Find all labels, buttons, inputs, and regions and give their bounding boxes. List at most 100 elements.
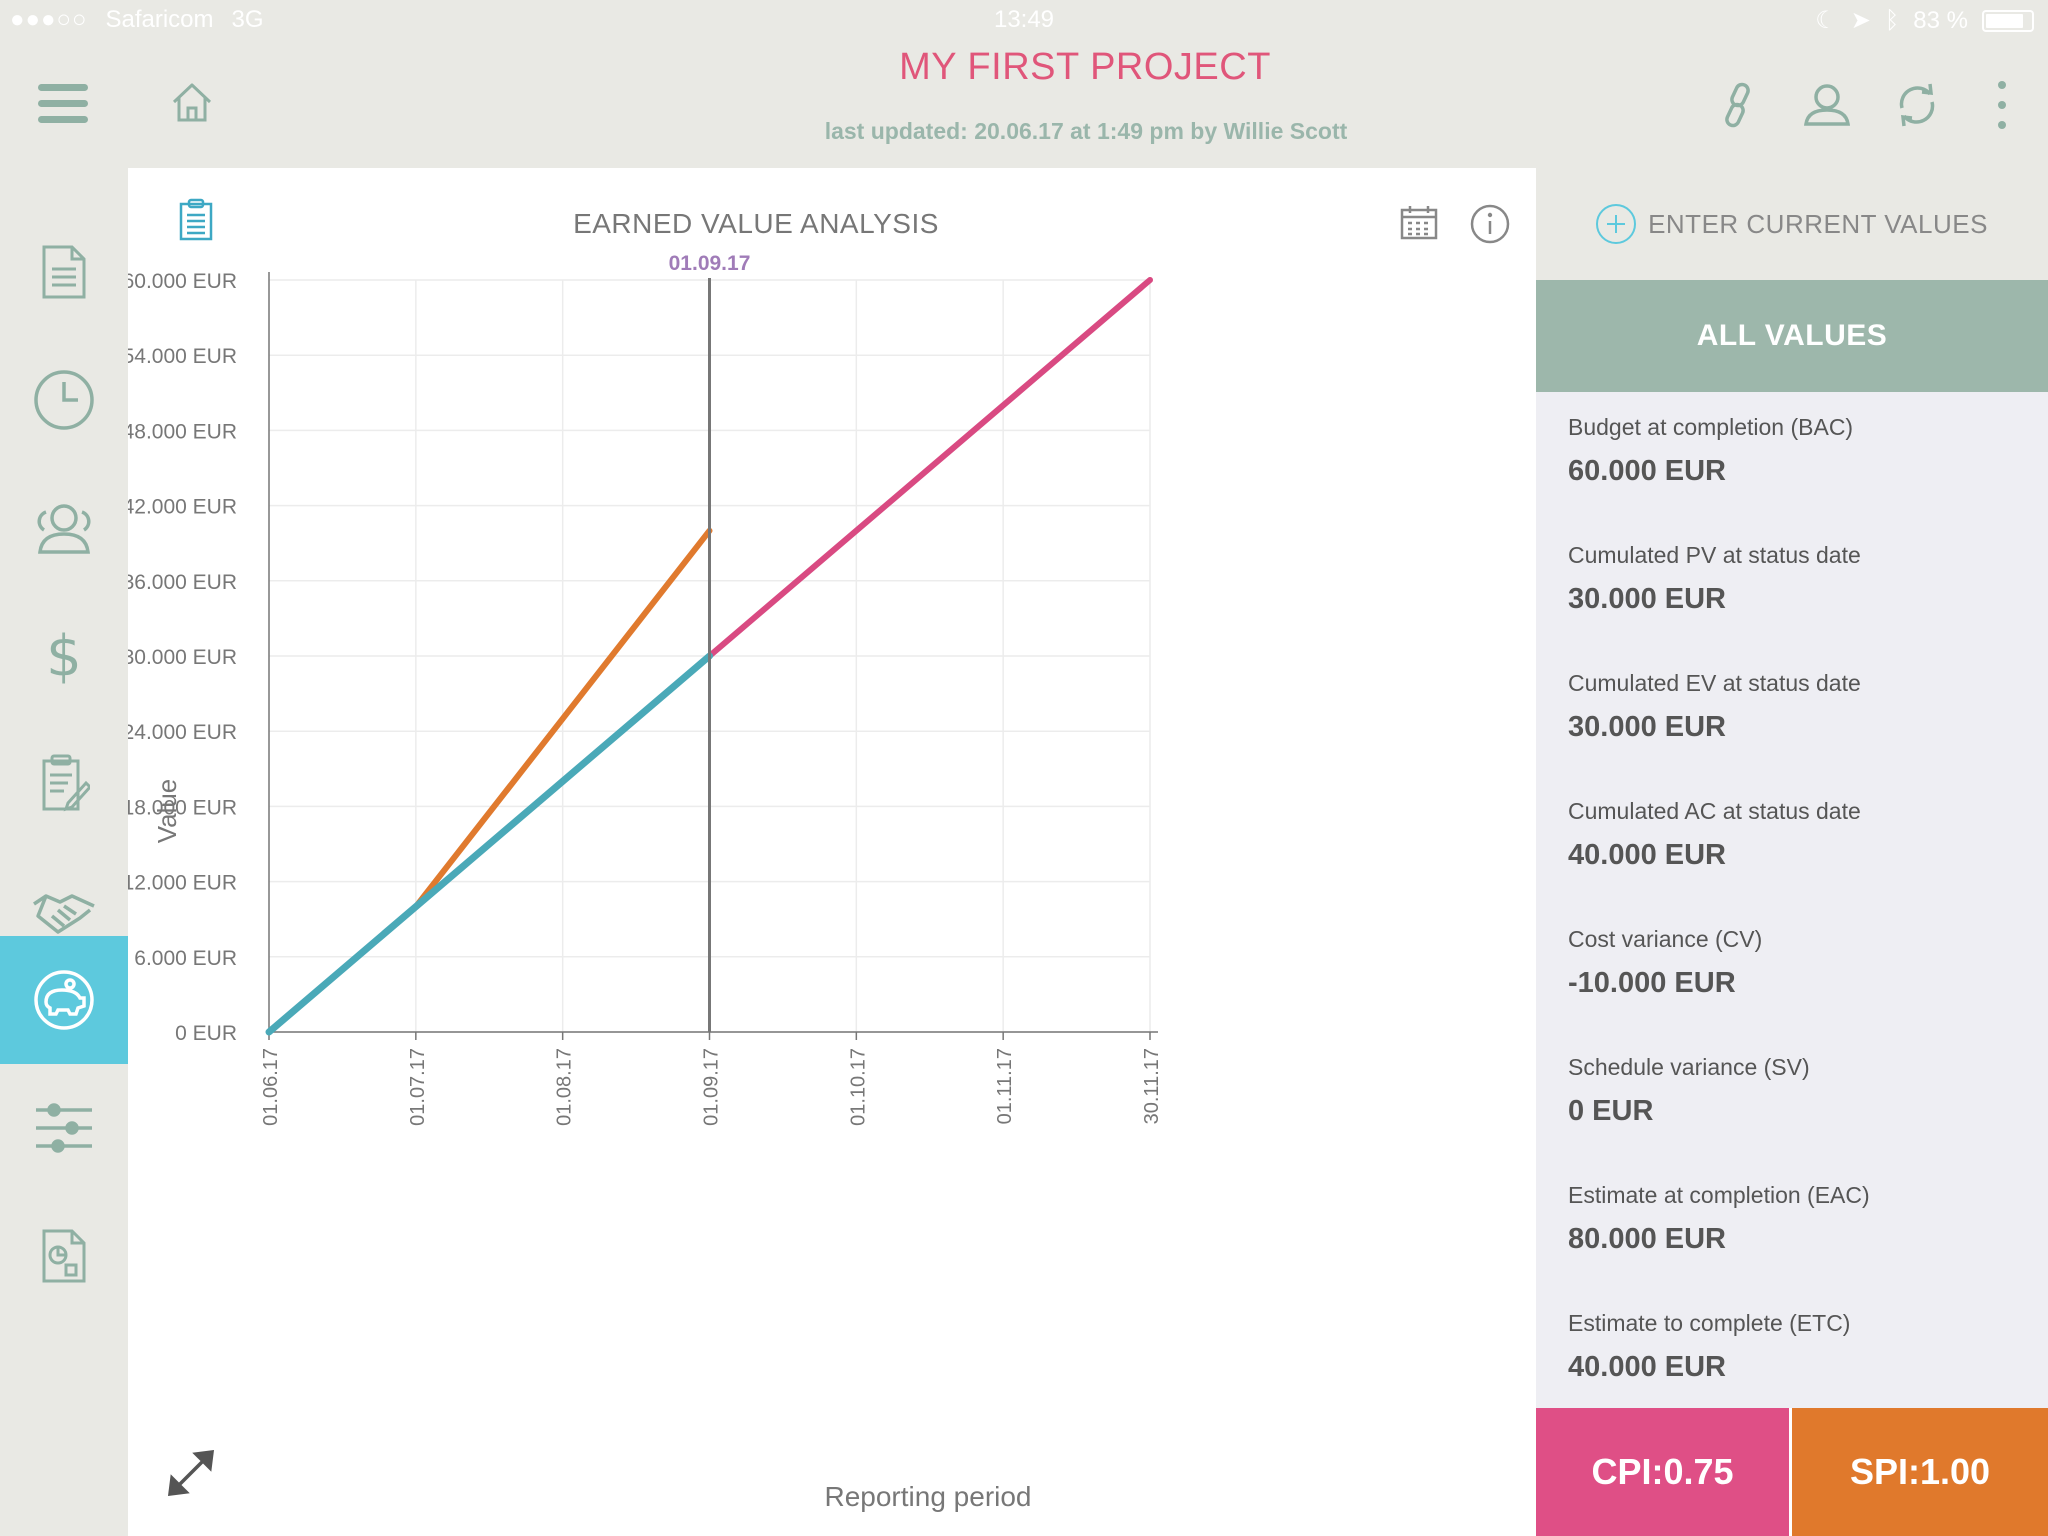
sidebar-item-tasks[interactable] [0, 720, 128, 848]
x-tick-label: 30.11.17 [1141, 1048, 1163, 1124]
value-label: Estimate to complete (ETC) [1568, 1310, 1851, 1336]
link-icon[interactable] [1714, 80, 1764, 130]
project-title: MY FIRST PROJECT [899, 46, 1271, 88]
battery-percent: 83 % [1913, 6, 1968, 34]
expand-arrows-icon[interactable] [167, 1449, 215, 1501]
sidebar-item-stakeholders[interactable] [0, 848, 128, 976]
value-item: Schedule variance (SV) 0 EUR [1568, 1054, 2028, 1182]
value-item: Cumulated AC at status date 40.000 EUR [1568, 798, 2028, 926]
clipboard-icon[interactable] [178, 198, 214, 247]
value-label: Cumulated PV at status date [1568, 542, 1861, 568]
cpi-badge[interactable]: CPI:0.75 [1536, 1408, 1792, 1536]
value-label: Budget at completion (BAC) [1568, 414, 1854, 440]
y-tick-label: 6.000 EUR [134, 947, 237, 970]
handshake-icon [33, 894, 95, 934]
info-icon[interactable] [1470, 204, 1510, 249]
value-item: Estimate at completion (EAC) 80.000 EUR [1568, 1182, 2028, 1310]
enter-current-values-button[interactable]: ENTER CURRENT VALUES [1536, 168, 2048, 280]
value-amount: 80.000 EUR [1568, 1223, 1726, 1255]
report-icon [42, 1229, 86, 1283]
y-tick-label: 12.000 EUR [128, 872, 237, 895]
sidebar-item-reports[interactable] [0, 1192, 128, 1320]
value-item: Estimate to complete (ETC) 40.000 EUR [1568, 1310, 2028, 1438]
sidebar-item-team[interactable] [0, 464, 128, 592]
piggy-bank-icon [34, 970, 94, 1030]
value-amount: 30.000 EUR [1568, 583, 1726, 615]
last-updated-text: last updated: 20.06.17 at 1:49 pm by Wil… [824, 118, 1348, 144]
battery-icon [1982, 9, 2034, 32]
user-icon[interactable] [1802, 80, 1852, 130]
x-axis-label: Reporting period [824, 1481, 1031, 1512]
x-tick-label: 01.10.17 [847, 1048, 869, 1126]
sync-icon[interactable] [1892, 80, 1942, 130]
y-tick-label: 36.000 EUR [128, 571, 237, 594]
spi-badge[interactable]: SPI:1.00 [1792, 1408, 2048, 1536]
value-amount: 40.000 EUR [1568, 1351, 1726, 1383]
x-tick-label: 01.09.17 [701, 1048, 723, 1126]
value-amount: 60.000 EUR [1568, 455, 1726, 487]
sidebar-item-earned-value[interactable] [0, 936, 128, 1064]
value-label: Schedule variance (SV) [1568, 1054, 1810, 1080]
y-tick-label: 30.000 EUR [128, 646, 237, 669]
value-item: Cumulated PV at status date 30.000 EUR [1568, 542, 2028, 670]
bluetooth-icon: ᛒ [1884, 6, 1900, 34]
sidebar-item-documents[interactable] [0, 208, 128, 336]
earned-value-chart: 0 EUR 6.000 EUR 12.000 EUR 18.000 EUR 24.000… [128, 252, 1163, 1512]
enter-current-values-label: ENTER CURRENT VALUES [1648, 208, 1988, 239]
home-icon[interactable] [170, 80, 214, 124]
y-tick-label: 48.000 EUR [128, 420, 237, 443]
value-item: Cost variance (CV) -10.000 EUR [1568, 926, 2028, 1054]
value-label: Cumulated AC at status date [1568, 798, 1861, 824]
values-list: Budget at completion (BAC) 60.000 EUR Cumu… [1568, 414, 2028, 1438]
value-label: Cumulated EV at status date [1568, 670, 1861, 696]
status-time: 13:49 [993, 6, 1055, 33]
clock-icon [34, 370, 94, 430]
values-panel: ENTER CURRENT VALUES ALL VALUES Budget a… [1536, 168, 2048, 1536]
value-amount: 40.000 EUR [1568, 839, 1726, 871]
value-label: Estimate at completion (EAC) [1568, 1182, 1870, 1208]
y-tick-label: 54.000 EUR [128, 345, 237, 368]
carrier-name: Safaricom [105, 6, 214, 33]
value-item: Budget at completion (BAC) 60.000 EUR [1568, 414, 2028, 542]
location-icon: ➤ [1850, 7, 1871, 34]
y-tick-label: 24.000 EUR [128, 721, 237, 744]
team-icon [37, 504, 91, 554]
chart-panel: EARNED VALUE ANALYSIS 0 EUR 6.000 EUR 12.0… [128, 168, 1536, 1536]
kpi-bar: CPI:0.75 SPI:1.00 [1536, 1408, 2048, 1536]
sidebar: $ [0, 168, 128, 1536]
x-tick-label: 01.06.17 [260, 1048, 282, 1126]
sliders-icon [36, 1103, 92, 1153]
moon-icon: ☾ [1815, 7, 1837, 34]
document-icon [42, 245, 86, 299]
x-tick-label: 01.07.17 [407, 1048, 429, 1126]
calendar-icon[interactable] [1400, 204, 1438, 245]
value-amount: 0 EUR [1568, 1095, 1654, 1127]
y-axis-label: Value [152, 779, 182, 844]
dollar-icon: $ [46, 623, 82, 689]
hamburger-menu-icon[interactable] [38, 84, 88, 124]
y-tick-label: 0 EUR [175, 1022, 237, 1045]
sidebar-item-costs[interactable]: $ [0, 592, 128, 720]
y-tick-label: 18.000 EUR [128, 796, 237, 819]
signal-strength-icon: ●●●○○ [10, 6, 88, 33]
value-label: Cost variance (CV) [1568, 926, 1763, 952]
y-tick-label: 60.000 EUR [128, 270, 237, 293]
value-amount: 30.000 EUR [1568, 711, 1726, 743]
sidebar-item-settings[interactable] [0, 1064, 128, 1192]
value-amount: -10.000 EUR [1568, 967, 1736, 999]
status-bar: ●●●○○ Safaricom 3G 13:49 ☾ ➤ ᛒ 83 % [0, 0, 2048, 40]
sidebar-item-schedule[interactable] [0, 336, 128, 464]
all-values-tab[interactable]: ALL VALUES [1536, 280, 2048, 392]
value-item: Cumulated EV at status date 30.000 EUR [1568, 670, 2028, 798]
clipboard-edit-icon [42, 754, 90, 812]
plus-circle-icon [1596, 204, 1637, 244]
y-tick-label: 42.000 EUR [128, 496, 237, 519]
x-tick-label: 01.11.17 [994, 1048, 1016, 1124]
chart-title: EARNED VALUE ANALYSIS [573, 208, 939, 239]
more-options-icon[interactable] [1992, 80, 2012, 130]
status-date-label: 01.09.17 [669, 252, 751, 275]
network-type: 3G [231, 6, 264, 33]
series-line-2 [265, 652, 713, 1036]
x-tick-label: 01.08.17 [554, 1048, 576, 1126]
app-header: MY FIRST PROJECT last updated: 20.06.17 … [0, 40, 2048, 168]
